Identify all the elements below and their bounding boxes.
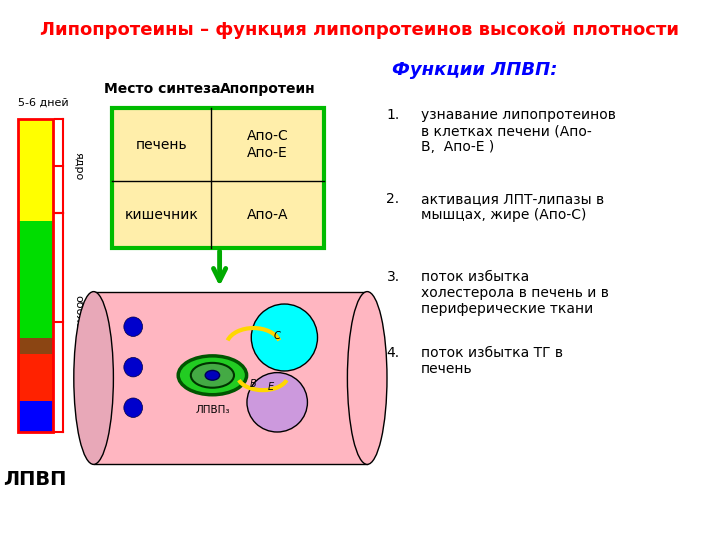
Text: Функции ЛПВП:: Функции ЛПВП: — [392, 61, 558, 79]
Text: Место синтеза: Место синтеза — [104, 82, 221, 96]
Bar — [18, 119, 53, 432]
Ellipse shape — [124, 317, 143, 336]
Text: 3.: 3. — [387, 270, 400, 284]
Bar — [112, 108, 324, 248]
Ellipse shape — [247, 373, 307, 432]
Text: поток избытка
холестерола в печень и в
периферические ткани: поток избытка холестерола в печень и в п… — [421, 270, 609, 316]
Text: 1.: 1. — [387, 108, 400, 122]
Text: B: B — [250, 380, 257, 389]
Ellipse shape — [205, 370, 220, 380]
Text: узнавание липопротеинов
в клетках печени (Апо-
В,  Апо-Е ): узнавание липопротеинов в клетках печени… — [421, 108, 616, 154]
Ellipse shape — [347, 292, 387, 464]
Ellipse shape — [251, 304, 318, 371]
Text: кишечник: кишечник — [125, 208, 199, 222]
Bar — [18, 338, 53, 354]
Text: C: C — [274, 331, 281, 341]
Ellipse shape — [124, 357, 143, 377]
Text: 2.: 2. — [387, 192, 400, 206]
Ellipse shape — [124, 398, 143, 417]
Bar — [94, 292, 367, 464]
Text: ядро: ядро — [73, 152, 84, 180]
Bar — [18, 220, 53, 338]
Ellipse shape — [74, 292, 114, 464]
Text: оболочка: оболочка — [73, 295, 84, 349]
Text: 4.: 4. — [387, 346, 400, 360]
Text: активация ЛПТ-липазы в
мышцах, жире (Апо-C): активация ЛПТ-липазы в мышцах, жире (Апо… — [421, 192, 604, 222]
Text: печень: печень — [135, 138, 187, 152]
Text: поток избытка ТГ в
печень: поток избытка ТГ в печень — [421, 346, 563, 376]
Text: Липопротеины – функция липопротеинов высокой плотности: Липопротеины – функция липопротеинов выс… — [40, 21, 680, 39]
Text: Апо-А: Апо-А — [247, 208, 289, 222]
Text: ЛПВП: ЛПВП — [4, 470, 67, 489]
Ellipse shape — [179, 356, 246, 395]
Text: ЛПВП₃: ЛПВП₃ — [195, 405, 230, 415]
Text: Апо-С
Апо-Е: Апо-С Апо-Е — [247, 130, 289, 160]
Text: Апопротеин: Апопротеин — [220, 82, 315, 96]
Bar — [18, 119, 53, 220]
Ellipse shape — [191, 363, 234, 388]
Bar — [18, 354, 53, 401]
Bar — [18, 401, 53, 432]
Text: 5-6 дней: 5-6 дней — [18, 98, 68, 108]
Text: E: E — [268, 382, 274, 392]
